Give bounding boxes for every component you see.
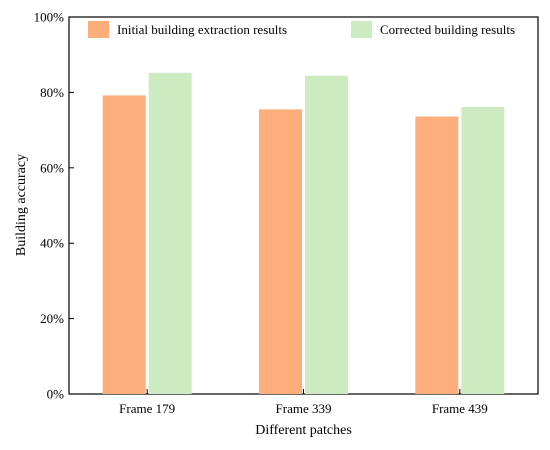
- bar-series-1-frame-439: [415, 116, 459, 394]
- x-tick-label: Frame 179: [119, 401, 175, 416]
- y-tick-label: 40%: [40, 236, 64, 251]
- bar-series-1-frame-179: [102, 95, 146, 394]
- legend-swatch-1: [88, 21, 109, 38]
- legend: Initial building extraction results Corre…: [88, 21, 515, 38]
- x-axis-title: Different patches: [255, 423, 352, 438]
- bars: [102, 72, 505, 395]
- y-tick-label: 0%: [47, 387, 65, 402]
- bar-series-2-frame-339: [305, 75, 348, 394]
- x-axis: Frame 179 Frame 339 Frame 439: [119, 389, 488, 416]
- y-tick-label: 20%: [40, 311, 64, 326]
- y-tick-label: 100%: [34, 10, 65, 25]
- y-tick-label: 80%: [40, 85, 64, 100]
- y-axis: 0% 20% 40% 60% 80% 100%: [34, 10, 74, 402]
- bar-series-1-frame-339: [259, 109, 302, 395]
- bar-series-2-frame-439: [461, 107, 505, 394]
- y-tick-label: 60%: [40, 160, 64, 175]
- bar-series-2-frame-179: [148, 72, 192, 395]
- x-tick-label: Frame 439: [432, 401, 488, 416]
- legend-label-2: Corrected building results: [380, 22, 515, 37]
- x-tick-label: Frame 339: [276, 401, 332, 416]
- legend-swatch-2: [351, 21, 372, 38]
- y-axis-title: Building accuracy: [14, 154, 29, 256]
- legend-label-1: Initial building extraction results: [117, 22, 287, 37]
